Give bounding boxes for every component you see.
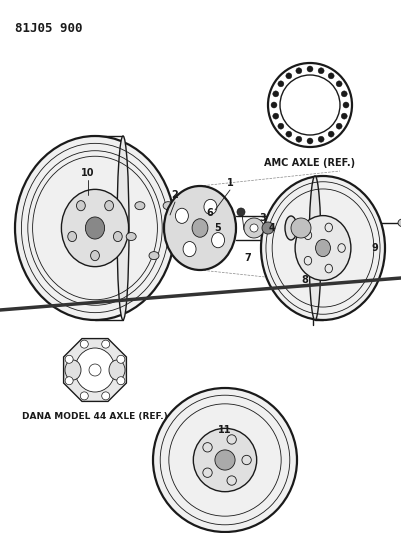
- Ellipse shape: [307, 66, 313, 72]
- Ellipse shape: [273, 113, 279, 119]
- Ellipse shape: [262, 222, 274, 234]
- Text: 8: 8: [302, 275, 308, 285]
- Ellipse shape: [192, 219, 208, 237]
- Ellipse shape: [68, 231, 77, 241]
- Ellipse shape: [291, 218, 311, 238]
- Ellipse shape: [91, 251, 99, 261]
- Ellipse shape: [164, 186, 236, 270]
- Ellipse shape: [204, 199, 217, 214]
- Ellipse shape: [105, 200, 113, 211]
- Text: 9: 9: [372, 243, 379, 253]
- Ellipse shape: [163, 201, 173, 209]
- Text: 2: 2: [172, 190, 178, 200]
- Ellipse shape: [286, 73, 292, 79]
- Ellipse shape: [80, 340, 88, 348]
- Ellipse shape: [280, 75, 340, 135]
- Ellipse shape: [328, 131, 334, 137]
- Ellipse shape: [285, 216, 297, 240]
- Text: 3: 3: [259, 213, 266, 223]
- Ellipse shape: [296, 136, 302, 142]
- Ellipse shape: [286, 131, 292, 137]
- Text: AMC AXLE (REF.): AMC AXLE (REF.): [264, 158, 356, 168]
- Ellipse shape: [75, 348, 115, 392]
- Ellipse shape: [135, 201, 145, 209]
- Ellipse shape: [89, 364, 101, 376]
- Ellipse shape: [336, 123, 342, 129]
- Ellipse shape: [398, 219, 401, 227]
- Ellipse shape: [212, 232, 225, 248]
- Text: 7: 7: [245, 253, 251, 263]
- Ellipse shape: [309, 176, 321, 320]
- Ellipse shape: [271, 102, 277, 108]
- Ellipse shape: [117, 136, 129, 320]
- Ellipse shape: [215, 450, 235, 470]
- Ellipse shape: [102, 392, 110, 400]
- Ellipse shape: [250, 224, 258, 232]
- Ellipse shape: [318, 68, 324, 74]
- Ellipse shape: [65, 360, 81, 380]
- Ellipse shape: [273, 91, 279, 97]
- Ellipse shape: [341, 91, 347, 97]
- Ellipse shape: [113, 231, 122, 241]
- Ellipse shape: [102, 340, 110, 348]
- Ellipse shape: [175, 208, 188, 223]
- Ellipse shape: [336, 81, 342, 87]
- Ellipse shape: [153, 388, 297, 532]
- Ellipse shape: [296, 68, 302, 74]
- Text: 5: 5: [215, 223, 221, 233]
- Ellipse shape: [172, 232, 182, 240]
- Text: 81J05 900: 81J05 900: [15, 22, 83, 35]
- Text: 11: 11: [218, 425, 232, 435]
- Ellipse shape: [261, 176, 385, 320]
- Text: 6: 6: [207, 208, 213, 218]
- Ellipse shape: [193, 429, 257, 491]
- Ellipse shape: [61, 189, 129, 266]
- Ellipse shape: [117, 356, 125, 364]
- Ellipse shape: [183, 241, 196, 257]
- Ellipse shape: [77, 200, 85, 211]
- Text: DANA MODEL 44 AXLE (REF.): DANA MODEL 44 AXLE (REF.): [22, 412, 168, 421]
- Ellipse shape: [15, 136, 175, 320]
- Ellipse shape: [85, 217, 105, 239]
- Ellipse shape: [278, 81, 284, 87]
- Ellipse shape: [318, 136, 324, 142]
- Text: 4: 4: [269, 223, 275, 233]
- Ellipse shape: [328, 73, 334, 79]
- Ellipse shape: [126, 232, 136, 240]
- Ellipse shape: [65, 377, 73, 385]
- Ellipse shape: [343, 102, 349, 108]
- Text: 1: 1: [227, 178, 233, 188]
- Ellipse shape: [237, 208, 245, 216]
- Text: 10: 10: [81, 168, 95, 178]
- Ellipse shape: [244, 218, 264, 238]
- Ellipse shape: [316, 239, 330, 257]
- Ellipse shape: [295, 216, 351, 280]
- Polygon shape: [64, 338, 126, 401]
- Ellipse shape: [65, 356, 73, 364]
- Ellipse shape: [117, 377, 125, 385]
- Ellipse shape: [109, 360, 125, 380]
- Ellipse shape: [149, 252, 159, 260]
- Ellipse shape: [80, 392, 88, 400]
- Ellipse shape: [341, 113, 347, 119]
- Ellipse shape: [278, 123, 284, 129]
- Ellipse shape: [307, 138, 313, 144]
